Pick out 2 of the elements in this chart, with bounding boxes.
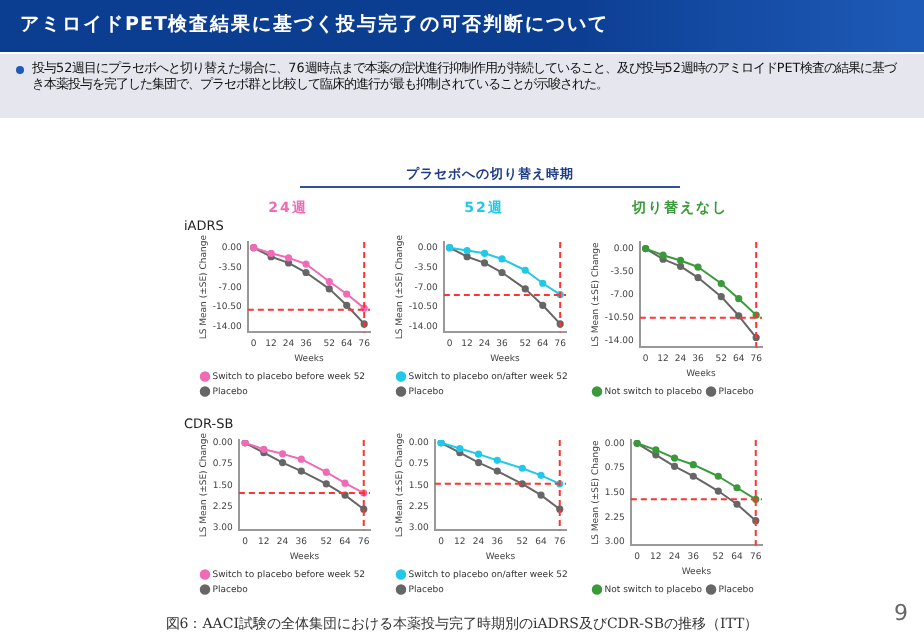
text: 9	[894, 600, 908, 626]
text: アミロイドPET検査結果に基づく投与完了の可否判断について	[0, 0, 924, 52]
